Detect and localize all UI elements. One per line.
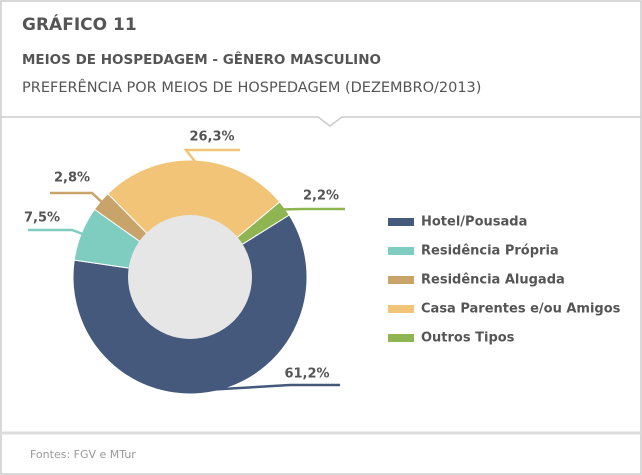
chart-title: MEIOS DE HOSPEDAGEM - GÊNERO MASCULINO: [22, 51, 381, 68]
value-label: 2,8%: [54, 171, 90, 186]
legend-label: Residência Própria: [421, 244, 559, 259]
chart-subtitle: PREFERÊNCIA POR MEIOS DE HOSPEDAGEM (DEZ…: [22, 78, 481, 96]
legend-swatch: [388, 218, 414, 226]
legend-label: Outros Tipos: [421, 331, 515, 346]
legend-swatch: [388, 247, 414, 255]
leader-line: [50, 191, 104, 204]
legend-swatch: [388, 305, 414, 313]
source: Fontes: FGV e MTur: [30, 448, 136, 461]
value-label: 61,2%: [284, 367, 329, 382]
header-divider: [1, 116, 641, 127]
legend-swatch: [388, 334, 414, 342]
legend-label: Hotel/Pousada: [421, 215, 527, 230]
value-label: 2,2%: [303, 189, 339, 204]
chart-number: GRÁFICO 11: [22, 13, 137, 35]
legend-swatch: [388, 276, 414, 284]
value-label: 7,5%: [24, 211, 60, 226]
leader-line: [183, 148, 240, 163]
value-label: 26,3%: [189, 130, 234, 145]
leader-line: [213, 383, 340, 391]
leader-line: [28, 228, 84, 236]
legend-label: Casa Parentes e/ou Amigos: [421, 302, 621, 317]
legend-label: Residência Alugada: [421, 273, 565, 288]
donut-hole: [128, 215, 252, 339]
